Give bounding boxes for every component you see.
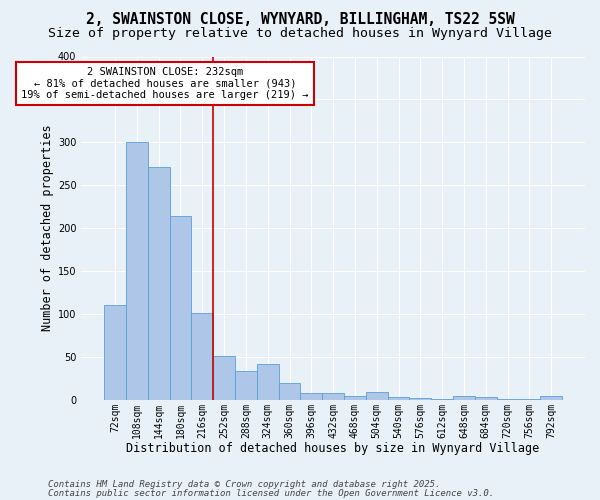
Bar (475, 397, 497, 400)
Bar (388, 397, 409, 400)
Text: Contains HM Land Registry data © Crown copyright and database right 2025.: Contains HM Land Registry data © Crown c… (48, 480, 440, 489)
Bar (148, 167, 170, 400)
Text: 2, SWAINSTON CLOSE, WYNYARD, BILLINGHAM, TS22 5SW: 2, SWAINSTON CLOSE, WYNYARD, BILLINGHAM,… (86, 12, 514, 28)
Bar (257, 364, 278, 400)
Bar (213, 356, 235, 400)
Bar (170, 216, 191, 400)
Bar (540, 396, 562, 400)
Bar (366, 392, 388, 400)
Bar (104, 306, 126, 400)
Bar (453, 396, 475, 400)
Bar (235, 370, 257, 400)
Bar (278, 384, 301, 400)
Bar (301, 393, 322, 400)
Y-axis label: Number of detached properties: Number of detached properties (41, 125, 53, 332)
Bar (191, 313, 213, 400)
Bar (409, 398, 431, 400)
X-axis label: Distribution of detached houses by size in Wynyard Village: Distribution of detached houses by size … (127, 442, 540, 455)
Bar (322, 393, 344, 400)
Bar (497, 399, 518, 400)
Text: Size of property relative to detached houses in Wynyard Village: Size of property relative to detached ho… (48, 28, 552, 40)
Bar (518, 399, 540, 400)
Bar (126, 142, 148, 400)
Text: Contains public sector information licensed under the Open Government Licence v3: Contains public sector information licen… (48, 488, 494, 498)
Bar (431, 399, 453, 400)
Bar (344, 396, 366, 400)
Text: 2 SWAINSTON CLOSE: 232sqm
← 81% of detached houses are smaller (943)
19% of semi: 2 SWAINSTON CLOSE: 232sqm ← 81% of detac… (22, 67, 309, 100)
